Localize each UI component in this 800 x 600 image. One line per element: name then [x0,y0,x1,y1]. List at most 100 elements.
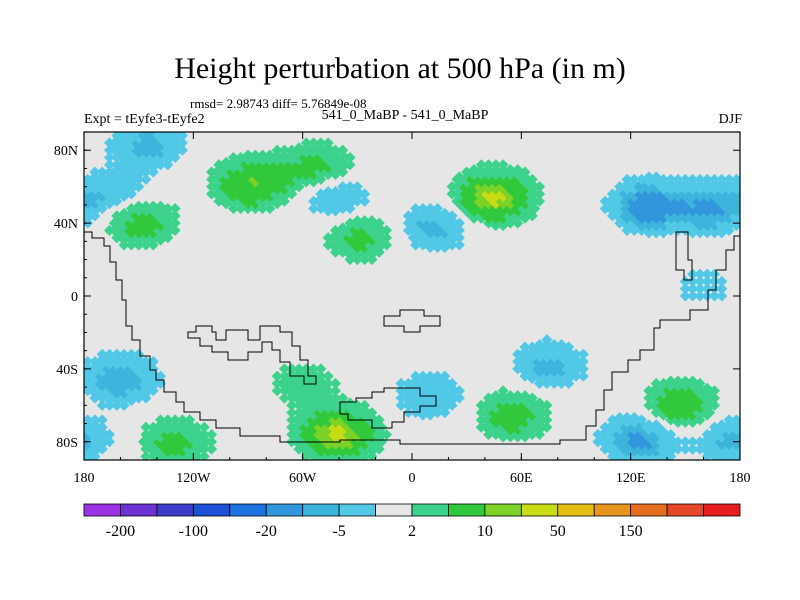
anomaly-cell [679,436,691,448]
anomaly-cell [694,268,706,280]
colorbar-swatch [375,503,413,517]
anomaly-cell [534,188,546,200]
colorbar-label: 2 [408,523,416,540]
anomaly-cell [84,414,94,426]
anomaly-cell [322,377,334,390]
anomaly-cell [424,370,436,382]
anomaly-cell [723,173,735,185]
anomaly-cell [373,414,385,426]
anomaly-cell [315,137,327,149]
anomaly-cell [708,283,721,295]
anomaly-cell [322,385,334,397]
anomaly-cell [89,166,101,178]
anomaly-cell [133,181,145,193]
anomaly-cell [684,375,701,392]
colorbar-label: 50 [550,523,566,540]
anomaly-cell [577,370,589,382]
anomaly-cell [730,414,740,426]
colorbar-swatch [593,503,632,517]
anomaly-cell [694,173,706,185]
anomaly-cell [96,348,108,360]
anomaly-cell [169,224,181,236]
lon-tick-label: 120W [176,471,211,486]
anomaly-cell [439,370,451,382]
anomaly-cell [541,414,553,426]
anomaly-cell [436,375,453,392]
anomaly-cell [410,202,422,215]
anomaly-cell [395,377,407,390]
lat-tick-label: 40S [56,363,78,378]
anomaly-cell [699,382,716,399]
lon-tick-label: 60E [510,471,533,486]
anomaly-cell [444,215,461,232]
anomaly-cell [315,363,327,375]
anomaly-cell [300,137,312,149]
anomaly-cell [359,195,371,207]
anomaly-cell [497,159,509,171]
lat-tick-label: 80N [54,144,78,159]
colorbar-swatch [703,503,741,517]
anomaly-cell [344,159,356,171]
colorbar-swatch [156,503,194,517]
experiment-label: Expt = tEyfe3-tEyfe2 [84,112,205,127]
anomaly-cell [482,159,495,171]
anomaly-cell [176,414,188,426]
anomaly-cell [570,348,582,360]
anomaly-cell [315,370,327,382]
anomaly-cell [86,419,103,436]
anomaly-cell [271,385,283,397]
anomaly-cell [453,239,465,251]
anomaly-cell [679,443,691,455]
anomaly-cell [334,149,351,166]
anomaly-cell [694,290,706,302]
anomaly-cell [380,232,393,244]
anomaly-cell [322,370,334,382]
anomaly-cell [103,428,116,441]
anomaly-cell [89,414,101,426]
colorbar-label: -20 [256,523,277,540]
anomaly-cell [111,348,123,360]
anomaly-cell [322,137,334,149]
anomaly-cell [708,173,721,185]
anomaly-cell [356,404,373,421]
anomaly-cell [169,210,181,222]
anomaly-cell [679,290,691,302]
anomaly-cell [453,217,465,229]
anomaly-cell [431,202,444,215]
anomaly-cell [206,428,218,441]
colorbar-label: 10 [477,523,493,540]
anomaly-cell [577,363,589,375]
mid-coastline [187,325,317,385]
colorbar-label: 150 [619,523,643,540]
anomaly-cell [96,166,108,178]
anomaly-cell [446,377,458,390]
anomaly-cell [154,377,167,390]
anomaly-cell [694,275,706,287]
colorbar-swatch [192,503,231,517]
anomaly-cell [133,348,145,360]
anomaly-cell [140,421,152,433]
anomaly-cell [152,200,169,217]
colorbar-swatch [83,503,121,517]
anomaly-cell [395,399,407,411]
anomaly-cell [286,399,298,411]
anomaly-cell [701,283,713,295]
anomaly-cell [380,224,393,236]
anomaly-cell [534,195,546,207]
anomaly-cell [665,173,677,185]
anomaly-cell [424,202,436,215]
colorbar-swatch [229,503,267,517]
anomaly-cell [526,173,538,185]
anomaly-cell [723,414,735,426]
anomaly-cell [349,185,366,202]
anomaly-cell [662,433,679,450]
anomaly-cell [431,370,444,382]
anomaly-cell [541,399,553,411]
colorbar: -200 -100 -20 -5 2 10 50 150 [83,503,741,540]
lon-tick-label: 0 [409,471,416,486]
colorbar-swatch [265,503,304,517]
colorbar-swatch [302,503,340,517]
plot-title: Height perturbation at 500 hPa (in m) [174,52,626,85]
anomaly-cell [453,392,465,404]
anomaly-cell [191,421,203,433]
